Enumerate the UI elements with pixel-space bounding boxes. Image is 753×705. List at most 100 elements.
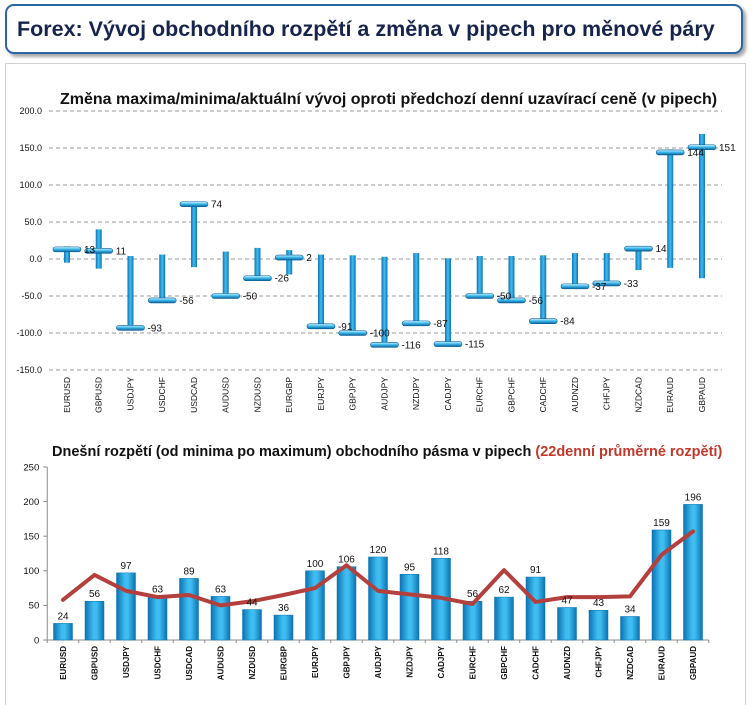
current-marker-chfjpy bbox=[592, 280, 622, 287]
x-tick-label-gbpaud: GBPAUD bbox=[697, 377, 707, 412]
current-marker-gbpaud bbox=[687, 144, 717, 151]
value-label-audnzd: -37 bbox=[592, 282, 607, 293]
current-marker-gbpusd bbox=[84, 248, 114, 254]
value-label-eurusd: 24 bbox=[57, 611, 69, 622]
value-label-chfjpy: -33 bbox=[624, 279, 639, 290]
range-bar-audnzd bbox=[557, 607, 577, 641]
current-marker-nzdusd bbox=[243, 275, 272, 282]
daily-range-value-labels: 24 56 97 63 89 63 44 36 100 106 120 95 118 56 62 91 47 43… bbox=[57, 492, 701, 622]
x-tick-label-nzdusd: NZDUSD bbox=[248, 646, 257, 680]
x-tick-label-usdchf: USDCHF bbox=[157, 377, 167, 412]
value-label-gbpjpy: 106 bbox=[338, 555, 355, 566]
range-bar-nzdjpy bbox=[413, 253, 420, 325]
daily-range-title-note: (22denní průměrné rozpětí) bbox=[535, 444, 723, 460]
range-bar-audjpy bbox=[368, 556, 388, 641]
value-label-nzdcad: 34 bbox=[624, 604, 636, 615]
range-bar-gbpaud bbox=[698, 133, 705, 279]
value-label-nzdcad: 14 bbox=[655, 244, 667, 255]
range-bar-usdjpy bbox=[127, 256, 134, 330]
current-marker-nzdjpy bbox=[401, 320, 431, 327]
y-tick-label: 150 bbox=[23, 532, 39, 543]
daily-range-chart-title: Dnešní rozpětí (od minima po maximum) ob… bbox=[52, 444, 532, 460]
range-chart-title: Změna maxima/minima/aktuální vývoj oprot… bbox=[60, 91, 718, 108]
range-bars bbox=[63, 133, 705, 346]
x-tick-label-euraud: EURAUD bbox=[657, 646, 666, 680]
current-marker-eurgbp bbox=[274, 254, 304, 261]
range-bar-eurgbp bbox=[286, 250, 293, 275]
daily-range-chart-heading: Dnešní rozpětí (od minima po maximum) ob… bbox=[52, 443, 722, 461]
value-label-cadjpy: 118 bbox=[433, 546, 449, 557]
range-bar-eurgbp bbox=[273, 614, 294, 641]
range-bar-usdchf bbox=[159, 254, 166, 302]
value-label-gbpusd: 56 bbox=[89, 589, 101, 600]
range-bar-nzdjpy bbox=[399, 574, 420, 641]
current-marker-cadchf bbox=[528, 318, 558, 324]
value-label-gbpaud: 151 bbox=[719, 143, 736, 154]
range-bar-eurusd bbox=[63, 246, 70, 263]
range-bar-audnzd bbox=[571, 253, 578, 288]
y-tick-label: 50 bbox=[29, 601, 40, 612]
range-bar-audjpy bbox=[381, 256, 388, 346]
value-label-usdjpy: 97 bbox=[120, 561, 132, 572]
x-tick-label-gbpusd: GBPUSD bbox=[94, 377, 104, 413]
average-range-line bbox=[61, 529, 695, 608]
range-bar-euraud bbox=[667, 149, 674, 268]
y-tick-label: -150.0 bbox=[16, 365, 42, 375]
value-label-gbpusd: 11 bbox=[116, 246, 127, 257]
x-tick-label-eurchf: EURCHF bbox=[468, 646, 477, 679]
value-label-usdchf: -56 bbox=[179, 296, 194, 307]
x-tick-label-gbpchf: GBPCHF bbox=[500, 646, 509, 680]
x-tick-label-nzdusd: NZDUSD bbox=[252, 377, 262, 412]
value-label-nzdjpy: -87 bbox=[433, 319, 448, 330]
value-label-cadchf: 91 bbox=[530, 565, 542, 576]
y-tick-label: 150.0 bbox=[19, 143, 42, 153]
range-bar-gbpjpy bbox=[349, 255, 356, 334]
current-value-labels: 13 11 -93 -56 74 -50 -26 2 -91 -100 -116 -87 -115 -50… bbox=[84, 143, 736, 352]
range-bar-cadjpy bbox=[444, 258, 451, 345]
value-label-cadchf: -84 bbox=[560, 317, 575, 328]
value-label-eurusd: 13 bbox=[84, 245, 96, 256]
value-label-gbpjpy: -100 bbox=[370, 329, 390, 340]
range-bar-gbpchf bbox=[508, 256, 515, 302]
range-chart: 200.0 150.0 100.0 50.0 0.0 -50.0 -100.0 -150.0 1… bbox=[16, 106, 736, 413]
x-tick-label-usdcad: USDCAD bbox=[185, 646, 194, 680]
value-label-nzdusd: 44 bbox=[246, 598, 258, 609]
current-marker-audnzd bbox=[560, 283, 590, 290]
value-label-cadjpy: -115 bbox=[465, 340, 485, 351]
value-label-usdcad: 74 bbox=[211, 200, 223, 211]
range-bar-nzdusd bbox=[254, 247, 261, 280]
range-bar-usdcad bbox=[179, 578, 199, 641]
x-tick-label-gbpjpy: GBPJPY bbox=[348, 377, 358, 411]
range-bar-chfjpy bbox=[588, 609, 609, 641]
value-label-euraud: 159 bbox=[653, 518, 670, 529]
value-label-audjpy: -116 bbox=[401, 340, 421, 351]
x-tick-label-cadjpy: CADJPY bbox=[443, 377, 453, 411]
current-markers bbox=[52, 144, 717, 348]
value-label-nzdusd: -26 bbox=[274, 274, 289, 285]
x-tick-label-eurjpy: EURJPY bbox=[311, 645, 320, 678]
y-tick-label: 250 bbox=[23, 462, 39, 473]
range-bar-cadchf bbox=[540, 255, 547, 322]
x-tick-label-euraud: EURAUD bbox=[665, 377, 675, 413]
value-label-audnzd: 47 bbox=[561, 595, 573, 606]
x-tick-label-eurgbp: EURGBP bbox=[279, 645, 288, 680]
range-bar-gbpjpy bbox=[336, 566, 357, 641]
range-bar-usdcad bbox=[190, 202, 197, 268]
content-frame bbox=[5, 63, 746, 705]
x-tick-label-nzdcad: NZDCAD bbox=[633, 377, 643, 412]
x-tick-label-chfjpy: CHFJPY bbox=[602, 377, 612, 410]
x-tick-label-eurusd: EURUSD bbox=[62, 377, 72, 413]
x-tick-label-nzdjpy: NZDJPY bbox=[411, 377, 421, 410]
value-label-eurgbp: 36 bbox=[278, 603, 290, 614]
x-tick-label-eurchf: EURCHF bbox=[475, 377, 485, 412]
current-marker-eurusd bbox=[52, 246, 82, 253]
range-bar-eurchf bbox=[462, 600, 483, 641]
daily-range-chart: 0 50 100 150 200 250 24 56 97 63 89 63 44 36 100 106 120… bbox=[23, 462, 710, 680]
current-marker-euraud bbox=[655, 149, 685, 156]
value-label-eurjpy: 100 bbox=[307, 559, 324, 570]
y-tick-label: 0 bbox=[34, 635, 39, 646]
x-tick-label-audnzd: AUDNZD bbox=[570, 377, 580, 412]
range-bar-nzdusd bbox=[242, 609, 262, 641]
x-tick-label-audusd: AUDUSD bbox=[216, 646, 225, 680]
range-bar-eurusd bbox=[53, 623, 73, 641]
